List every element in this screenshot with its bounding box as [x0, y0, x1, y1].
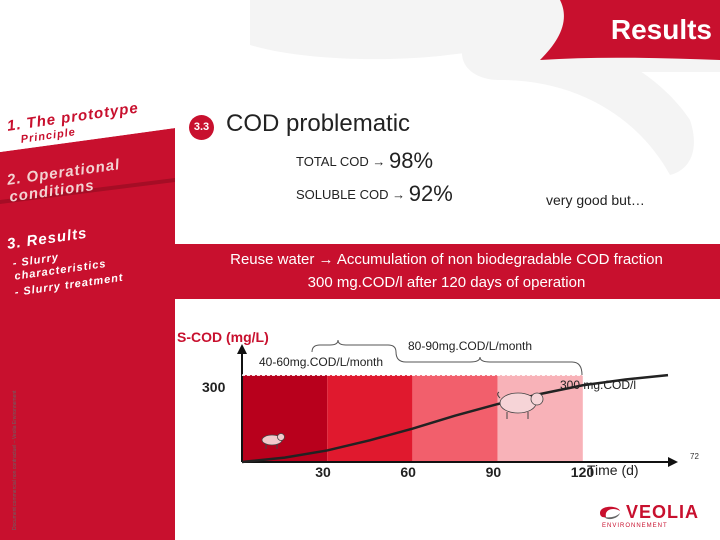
veolia-logo-icon: [600, 506, 620, 520]
section-badge: 3.3: [189, 115, 214, 140]
total-cod-value: 98%: [388, 148, 434, 173]
header-bar: [0, 0, 720, 72]
x-tick-30: 30: [315, 464, 331, 480]
logo-subtitle: ENVIRONNEMENT: [602, 523, 668, 529]
soluble-cod-value: 92%: [408, 181, 453, 206]
y-axis-label: S-COD (mg/L): [177, 329, 269, 345]
logo-name: VEOLIA: [626, 502, 700, 522]
time-band-2: [327, 375, 413, 462]
soluble-cod-line: SOLUBLE COD → 92%: [296, 181, 453, 207]
banner-line-1: Reuse water → Accumulation of non biodeg…: [230, 251, 663, 268]
annotation-300: 300 mg.COD/l: [560, 378, 636, 392]
sidebar-background: [0, 80, 175, 540]
time-band-3: [412, 375, 498, 462]
soluble-cod-label: SOLUBLE COD: [296, 187, 389, 202]
arrow-right-icon: →: [372, 154, 386, 169]
result-banner: [173, 244, 720, 299]
page-number: 72: [690, 452, 699, 461]
section-title: COD problematic: [226, 110, 411, 137]
pig-icon: [497, 391, 544, 419]
annotation-80-90: 80-90mg.COD/L/month: [408, 339, 532, 353]
x-tick-120: 120: [571, 464, 595, 480]
banner-line-2: 300 mg.COD/l after 120 days of operation: [307, 274, 586, 291]
x-tick-90: 90: [486, 464, 502, 480]
annotation-40-60: 40-60mg.COD/L/month: [259, 355, 383, 369]
brace-40-60: [311, 339, 397, 353]
total-cod-line: TOTAL COD → 98%: [296, 148, 433, 174]
x-axis-label: Time (d): [587, 462, 639, 478]
y-tick-300: 300: [202, 379, 226, 395]
brace-80-90: [395, 351, 583, 376]
total-cod-label: TOTAL COD: [296, 154, 369, 169]
time-band-1: [242, 375, 328, 462]
x-tick-60: 60: [400, 464, 416, 480]
x-axis-arrowhead: [668, 457, 678, 467]
cod-curve: [241, 373, 669, 464]
arrow-right-icon: →: [392, 187, 406, 202]
y-axis-arrowhead: [237, 344, 247, 354]
cod-comment: very good but…: [546, 192, 645, 208]
piglet-icon: [261, 433, 285, 449]
page-title: Results: [610, 14, 712, 45]
time-band-4: [497, 375, 583, 462]
